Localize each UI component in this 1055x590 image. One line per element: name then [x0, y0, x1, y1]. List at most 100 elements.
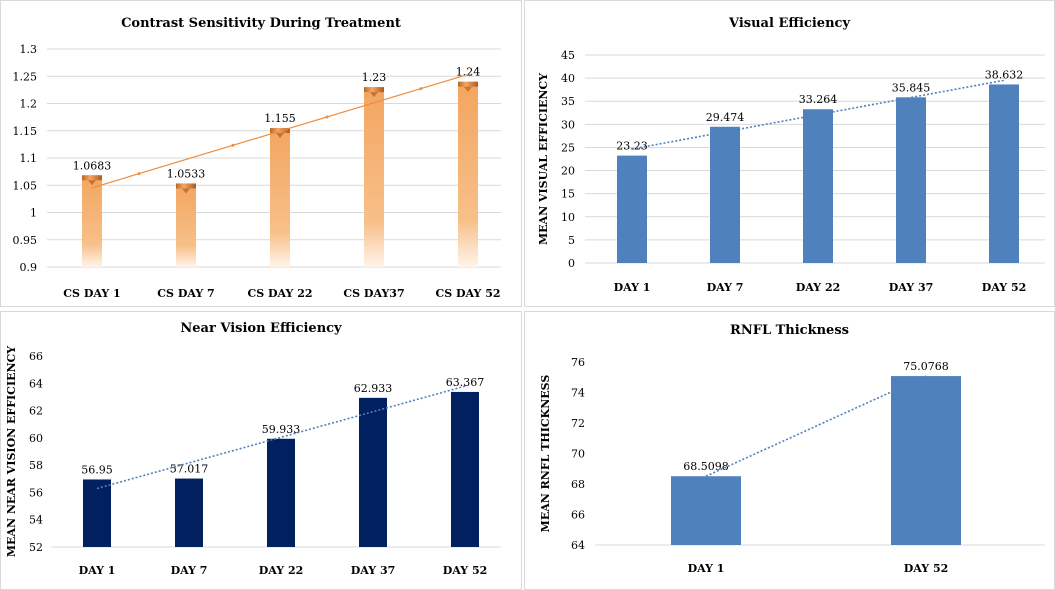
data-label: 57.017 [170, 463, 209, 476]
x-category-label: CS DAY 7 [157, 287, 214, 300]
y-tick-label: 1.1 [20, 152, 38, 165]
y-tick-label: 0.9 [20, 261, 38, 274]
bar-bevel [464, 86, 472, 92]
y-axis-label: MEAN RNFL THICKNESS [539, 375, 552, 533]
bar-bevel [276, 133, 284, 139]
chart-title: Contrast Sensitivity During Treatment [121, 16, 401, 31]
bar [617, 155, 647, 263]
bar-body [270, 128, 290, 267]
x-category-label: CS DAY 52 [435, 287, 500, 300]
x-category-label: DAY 52 [904, 562, 949, 575]
chart-title: RNFL Thickness [730, 323, 849, 338]
bar [451, 391, 479, 547]
contrast-sensitivity-chart: Contrast Sensitivity During Treatment 0.9… [0, 0, 522, 307]
y-tick-label: 66 [29, 350, 43, 363]
bar [896, 97, 926, 264]
trendline [631, 79, 1005, 150]
data-label: 29.474 [706, 111, 745, 124]
y-tick-label: 64 [571, 539, 585, 552]
x-category-label: DAY 7 [171, 564, 208, 577]
y-tick-label: 52 [29, 541, 43, 554]
bar [671, 476, 741, 545]
x-category-label: DAY 22 [796, 281, 841, 294]
y-tick-label: 54 [29, 514, 43, 527]
bar-bevel [370, 92, 378, 98]
bar [83, 479, 111, 547]
y-tick-label: 68 [571, 478, 585, 491]
data-label: 62.933 [354, 382, 393, 395]
data-label: 38.632 [985, 68, 1024, 81]
bar [364, 87, 384, 268]
bar [710, 126, 740, 264]
rnfl-thickness-svg: RNFL Thickness 64 66 68 70 72 74 76 MEAN RNFL TH… [539, 323, 1045, 575]
x-category-label: DAY 1 [614, 281, 651, 294]
bar [891, 376, 961, 545]
y-tick-label: 66 [571, 509, 585, 522]
chart-title: Near Vision Efficiency [180, 321, 342, 336]
bar-cap [82, 175, 102, 181]
y-tick-label: 56 [29, 486, 43, 499]
y-tick-label: 45 [561, 49, 575, 62]
y-tick-label: 72 [571, 417, 585, 430]
data-label: 59.933 [262, 423, 301, 436]
x-category-label: DAY 7 [707, 281, 744, 294]
y-tick-label: 74 [571, 387, 585, 400]
y-tick-label: 62 [29, 405, 43, 418]
chart-title: Visual Efficiency [728, 16, 850, 31]
data-label: 1.0683 [73, 159, 112, 172]
bar [458, 81, 478, 267]
trendline-marker [325, 115, 329, 119]
bar-bevel [88, 180, 96, 186]
x-category-label: DAY 1 [79, 564, 116, 577]
bar [989, 84, 1019, 263]
y-tick-label: 1.2 [20, 98, 38, 111]
y-tick-label: 0 [568, 257, 575, 270]
y-tick-label: 20 [561, 165, 575, 178]
y-axis-label: MEAN VISUAL EFFICIENCY [537, 73, 550, 245]
y-tick-label: 58 [29, 459, 43, 472]
near-vision-efficiency-chart: Near Vision Efficiency 52 54 56 58 60 62 64 66 ME… [0, 311, 522, 590]
data-label: 33.264 [799, 93, 838, 106]
data-label: 1.24 [456, 66, 481, 79]
x-category-label: DAY 22 [259, 564, 304, 577]
bar [176, 183, 196, 267]
bar [270, 128, 290, 267]
bar [82, 175, 102, 267]
rnfl-thickness-chart: RNFL Thickness 64 66 68 70 72 74 76 MEAN RNFL TH… [524, 311, 1055, 590]
bar-cap [364, 87, 384, 93]
trendline [91, 73, 469, 189]
x-category-label: CS DAY37 [343, 287, 404, 300]
y-tick-label: 35 [561, 95, 575, 108]
y-tick-label: 15 [561, 188, 575, 201]
visual-efficiency-chart: Visual Efficiency 0 5 10 15 20 25 30 35 40 45 MEAN … [524, 0, 1055, 307]
y-tick-label: 1.15 [13, 125, 38, 138]
data-label: 68.5098 [683, 460, 729, 473]
visual-efficiency-svg: Visual Efficiency 0 5 10 15 20 25 30 35 40 45 MEAN … [537, 16, 1045, 294]
x-category-label: DAY 52 [443, 564, 488, 577]
data-label: 35.845 [892, 81, 931, 94]
bar-body [176, 183, 196, 267]
y-tick-label: 1.25 [13, 70, 38, 83]
bar-body [364, 87, 384, 268]
y-axis-label: MEAN NEAR VISION EFFICIENCY [5, 346, 18, 557]
trendline [705, 375, 927, 477]
x-category-label: DAY 37 [889, 281, 934, 294]
data-label: 1.23 [362, 71, 387, 84]
y-tick-label: 76 [571, 356, 585, 369]
y-tick-label: 10 [561, 211, 575, 224]
x-category-label: DAY 1 [688, 562, 725, 575]
y-tick-label: 1.05 [13, 179, 38, 192]
y-tick-label: 0.95 [13, 234, 38, 247]
x-category-label: CS DAY 1 [63, 287, 120, 300]
trendline-marker [419, 87, 423, 91]
x-category-label: DAY 37 [351, 564, 396, 577]
y-tick-label: 64 [29, 377, 43, 390]
bar-bevel [182, 188, 190, 194]
bar [267, 438, 295, 547]
bar-body [82, 175, 102, 267]
data-label: 56.95 [81, 463, 113, 476]
data-label: 63.367 [446, 376, 485, 389]
data-label: 23.23 [616, 140, 648, 153]
bar-cap [458, 81, 478, 87]
data-label: 1.155 [264, 112, 296, 125]
